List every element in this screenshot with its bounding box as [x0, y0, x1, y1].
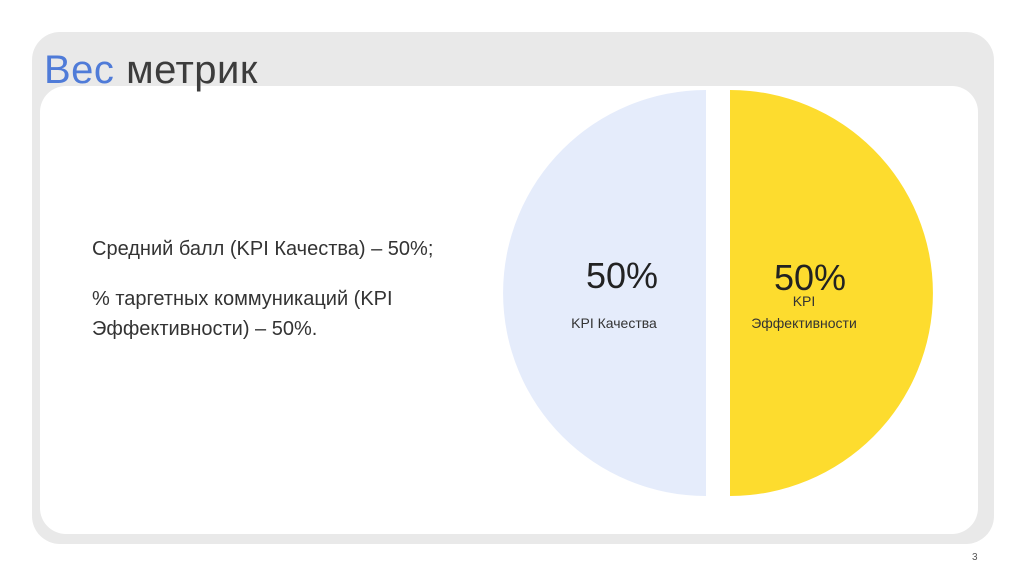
title-rest: метрик — [126, 48, 258, 92]
pie-slice-kpi-quality — [503, 90, 706, 496]
paragraph-kpi-quality: Средний балл (KPI Качества) – 50%; — [92, 238, 434, 260]
pie-category-label-line: Эффективности — [751, 315, 857, 331]
pie-percent-label-kpi-efficiency: 50% — [774, 257, 846, 298]
pie-category-label-kpi-quality: KPI Качества — [571, 315, 657, 331]
body-text: Средний балл (KPI Качества) – 50%; % тар… — [92, 234, 512, 364]
pie-percent-label-kpi-quality: 50% — [586, 255, 658, 296]
paragraph-kpi-efficiency: % таргетных коммуникаций (KPI Эффективно… — [92, 288, 393, 340]
title-accent: Вес — [44, 48, 115, 92]
pie-category-label-kpi-efficiency: KPI Эффективности — [751, 293, 857, 331]
pie-slice-kpi-efficiency — [730, 90, 933, 496]
pie-category-label-line: KPI — [793, 293, 816, 309]
page-number: 3 — [972, 552, 978, 563]
slide-title: Вес метрик — [44, 42, 258, 98]
